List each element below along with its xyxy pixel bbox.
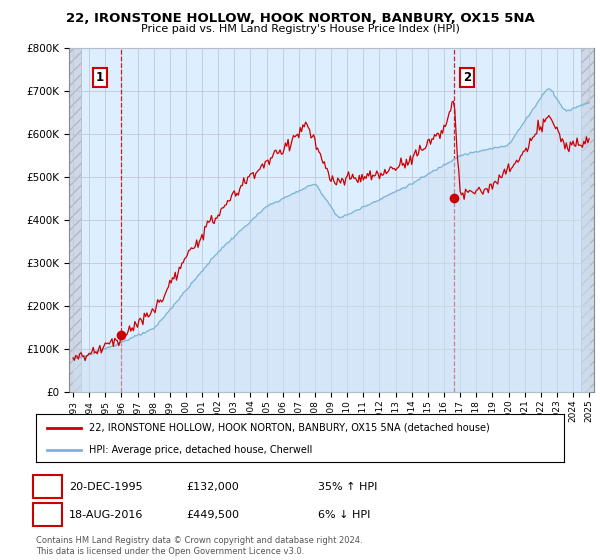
Text: Price paid vs. HM Land Registry's House Price Index (HPI): Price paid vs. HM Land Registry's House … (140, 24, 460, 34)
Text: £449,500: £449,500 (186, 510, 239, 520)
Text: 1: 1 (44, 482, 51, 492)
Text: HPI: Average price, detached house, Cherwell: HPI: Average price, detached house, Cher… (89, 445, 312, 455)
Text: 6% ↓ HPI: 6% ↓ HPI (318, 510, 370, 520)
Text: 22, IRONSTONE HOLLOW, HOOK NORTON, BANBURY, OX15 5NA: 22, IRONSTONE HOLLOW, HOOK NORTON, BANBU… (65, 12, 535, 25)
Bar (69, 48, 81, 392)
Text: 22, IRONSTONE HOLLOW, HOOK NORTON, BANBURY, OX15 5NA (detached house): 22, IRONSTONE HOLLOW, HOOK NORTON, BANBU… (89, 423, 490, 433)
Text: £132,000: £132,000 (186, 482, 239, 492)
Bar (581, 48, 594, 392)
Text: 2: 2 (463, 71, 471, 84)
Text: 35% ↑ HPI: 35% ↑ HPI (318, 482, 377, 492)
Text: 20-DEC-1995: 20-DEC-1995 (69, 482, 143, 492)
Text: 18-AUG-2016: 18-AUG-2016 (69, 510, 143, 520)
Text: 1: 1 (96, 71, 104, 84)
Text: Contains HM Land Registry data © Crown copyright and database right 2024.
This d: Contains HM Land Registry data © Crown c… (36, 536, 362, 556)
Text: 2: 2 (44, 510, 51, 520)
